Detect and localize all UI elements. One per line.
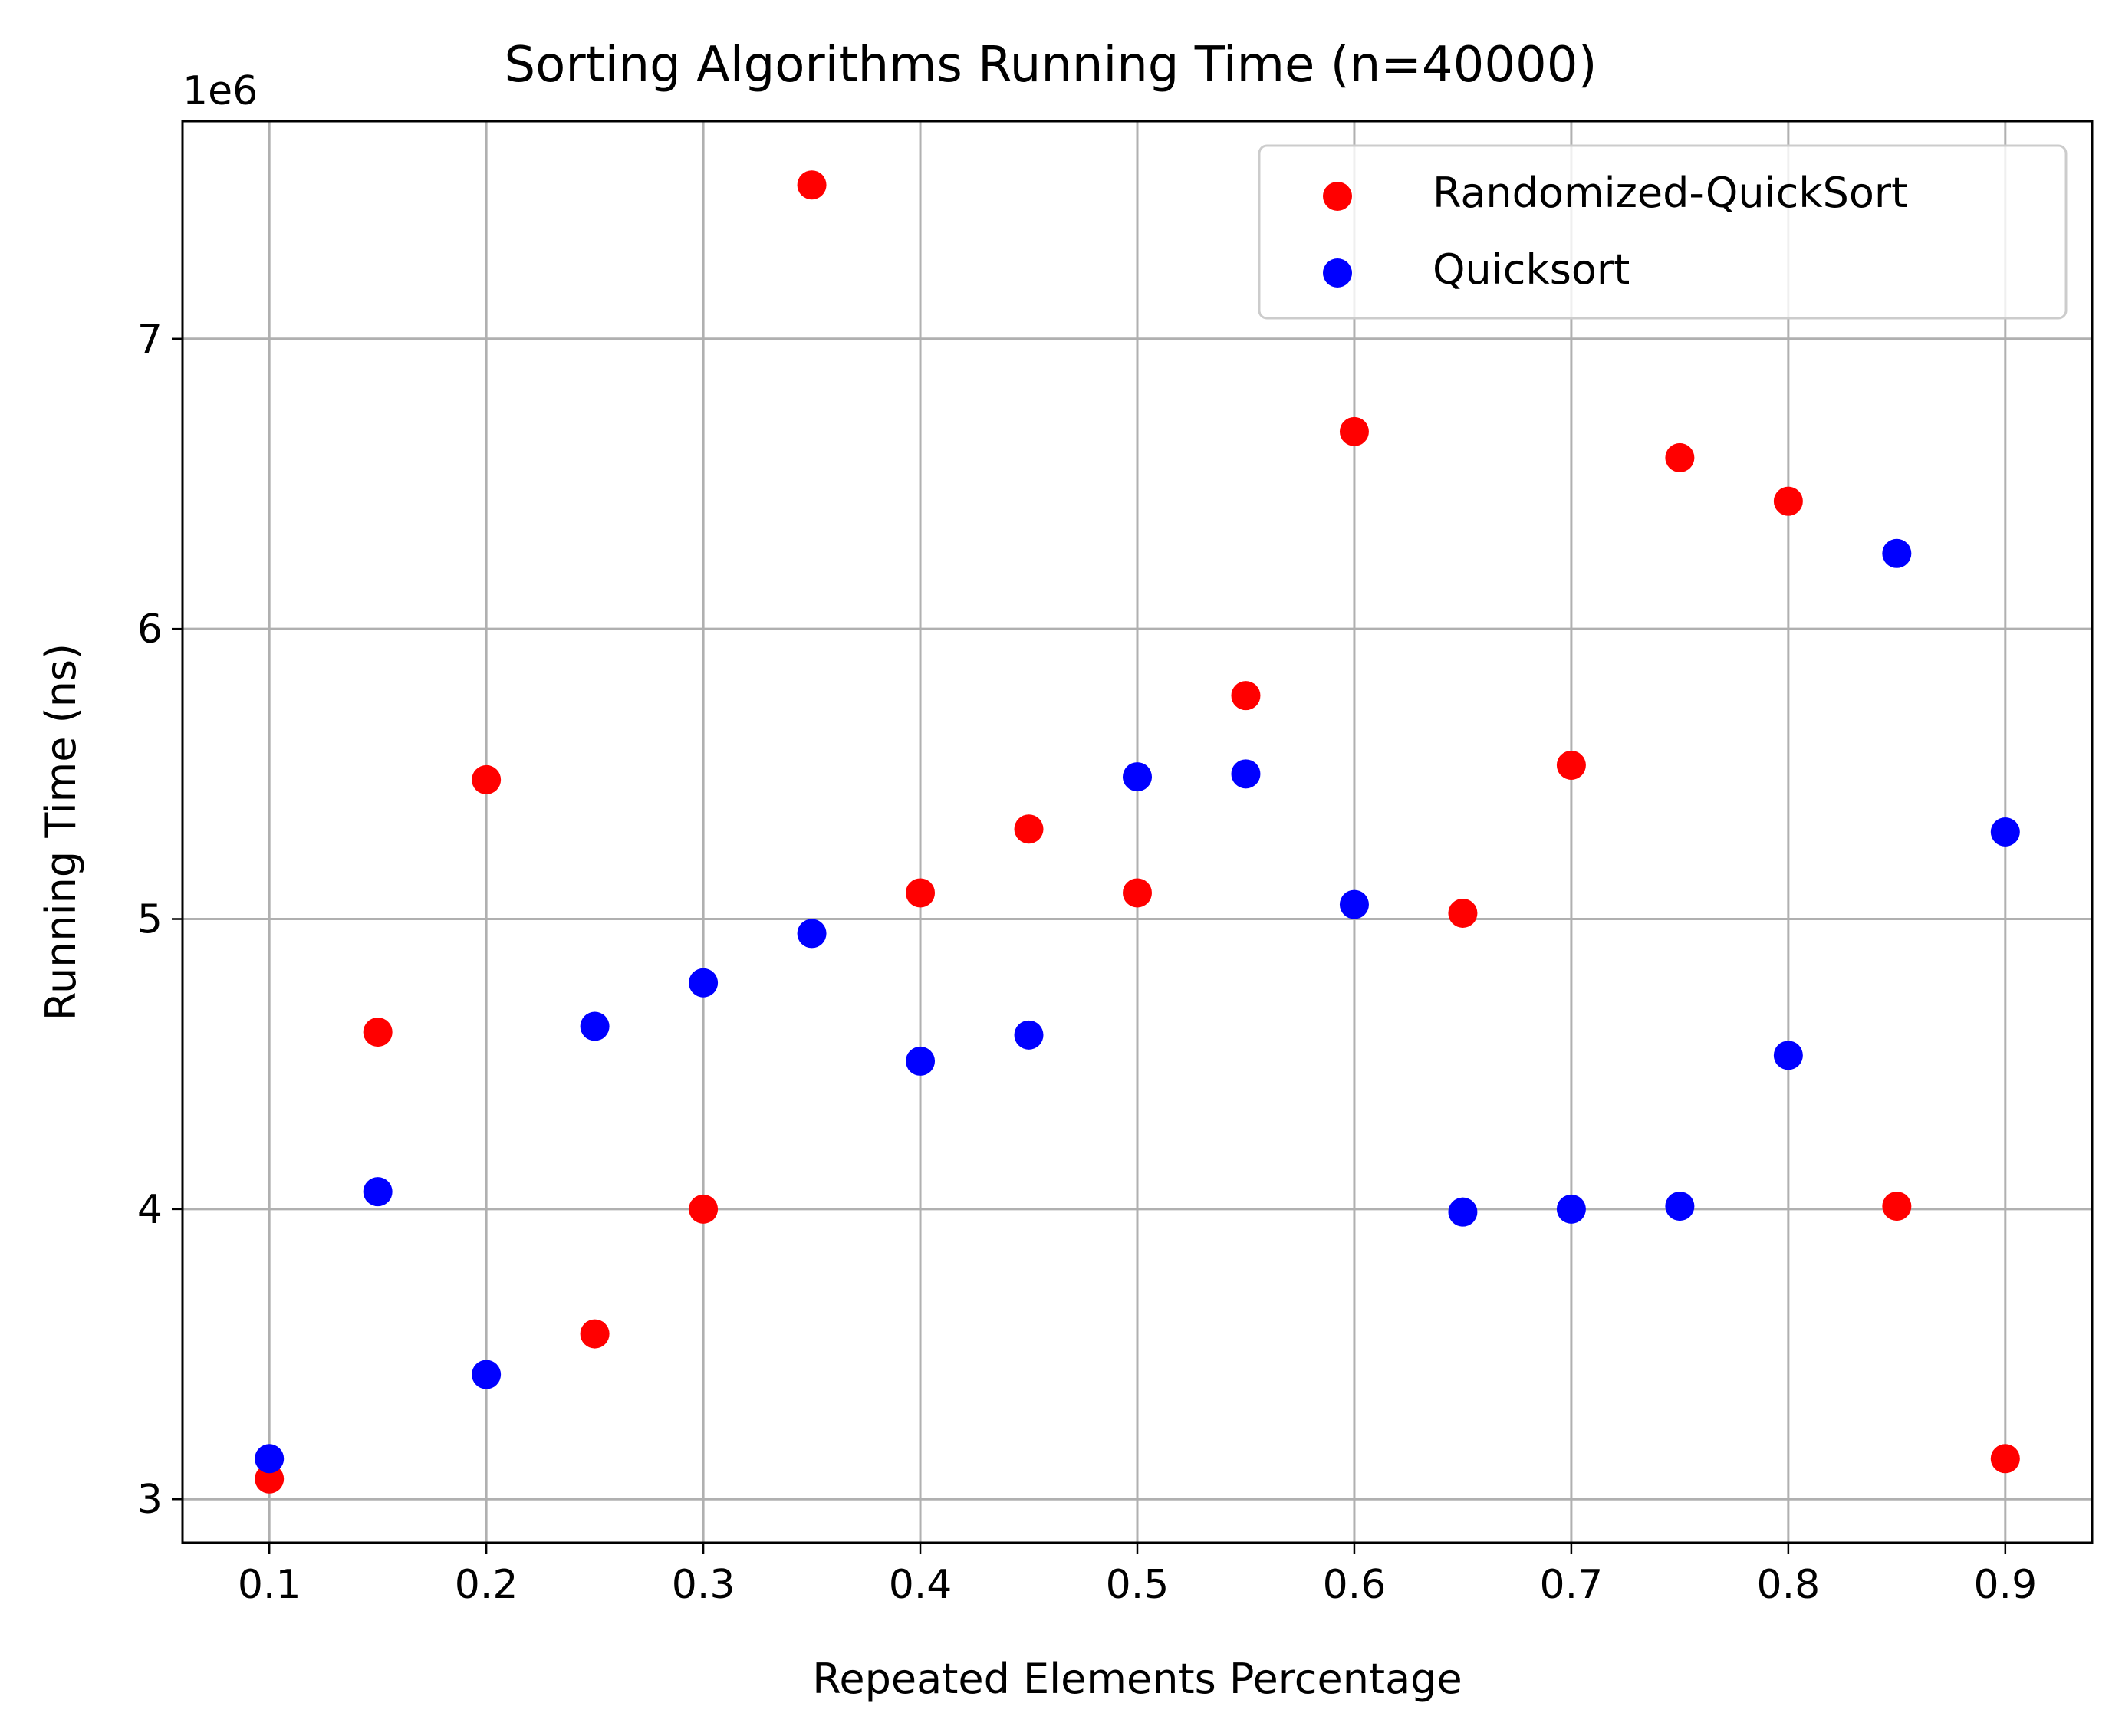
x-tick-label: 0.6: [1323, 1562, 1387, 1608]
legend-box: [1258, 144, 2068, 320]
point-quicksort: [363, 1177, 393, 1207]
point-randomized-quicksort: [1014, 814, 1044, 844]
point-randomized-quicksort: [1231, 681, 1261, 711]
point-quicksort: [1665, 1192, 1695, 1221]
x-tick-label: 0.8: [1757, 1562, 1821, 1608]
y-tick-label: 6: [137, 607, 163, 653]
point-randomized-quicksort: [1556, 750, 1586, 780]
legend-label-quicksort: Quicksort: [1433, 245, 1630, 294]
point-quicksort: [472, 1360, 502, 1389]
x-tick-label: 0.5: [1106, 1562, 1170, 1608]
point-quicksort: [797, 919, 827, 949]
point-randomized-quicksort: [1665, 442, 1695, 472]
x-axis-ticks: 0.1 0.2 0.3 0.4 0.5 0.6 0.7 0.8 0.9: [238, 1543, 2037, 1608]
point-quicksort: [255, 1444, 285, 1474]
y-tick-label: 5: [137, 897, 163, 943]
point-quicksort: [906, 1046, 936, 1076]
point-randomized-quicksort: [1339, 416, 1369, 446]
point-randomized-quicksort: [906, 878, 936, 908]
y-tick-label: 3: [137, 1477, 163, 1523]
point-randomized-quicksort: [363, 1018, 393, 1047]
y-axis-ticks: 3 4 5 6 7: [137, 317, 183, 1523]
point-quicksort: [1556, 1194, 1586, 1224]
data-points: [255, 170, 2020, 1494]
point-quicksort: [1882, 538, 1912, 568]
plot-frame: [181, 120, 2094, 1544]
point-randomized-quicksort: [1448, 898, 1478, 928]
point-quicksort: [689, 968, 719, 998]
chart-title: Sorting Algorithms Running Time (n=40000…: [505, 37, 1597, 94]
point-randomized-quicksort: [1990, 1444, 2020, 1474]
y-offset-label: 1e6: [183, 68, 258, 114]
point-randomized-quicksort: [1123, 878, 1152, 908]
point-randomized-quicksort: [1773, 486, 1803, 516]
point-quicksort: [580, 1011, 610, 1041]
x-tick-label: 0.1: [238, 1562, 301, 1608]
legend-marker-quicksort: [1323, 258, 1352, 288]
x-tick-label: 0.7: [1540, 1562, 1604, 1608]
x-tick-label: 0.2: [455, 1562, 518, 1608]
point-randomized-quicksort: [255, 1464, 285, 1494]
legend: Randomized-QuickSort Quicksort: [1258, 144, 2068, 320]
point-quicksort: [1990, 817, 2020, 847]
y-tick-label: 7: [137, 317, 163, 363]
x-tick-label: 0.3: [672, 1562, 735, 1608]
y-axis-label: Running Time (ns): [37, 643, 85, 1021]
point-randomized-quicksort: [1882, 1192, 1912, 1221]
point-quicksort: [1231, 759, 1261, 789]
point-quicksort: [1448, 1197, 1478, 1227]
point-randomized-quicksort: [580, 1319, 610, 1349]
point-randomized-quicksort: [472, 764, 502, 794]
x-axis-label: Repeated Elements Percentage: [812, 1655, 1462, 1703]
legend-label-randomized-quicksort: Randomized-QuickSort: [1433, 169, 1907, 217]
legend-marker-randomized-quicksort: [1323, 182, 1352, 211]
point-quicksort: [1339, 889, 1369, 919]
point-randomized-quicksort: [689, 1194, 719, 1224]
x-tick-label: 0.9: [1973, 1562, 2037, 1608]
point-randomized-quicksort: [797, 170, 827, 200]
point-quicksort: [1014, 1020, 1044, 1050]
grid: [183, 121, 2092, 1543]
x-tick-label: 0.4: [889, 1562, 952, 1608]
point-quicksort: [1123, 762, 1152, 792]
point-quicksort: [1773, 1041, 1803, 1070]
y-tick-label: 4: [137, 1187, 163, 1233]
